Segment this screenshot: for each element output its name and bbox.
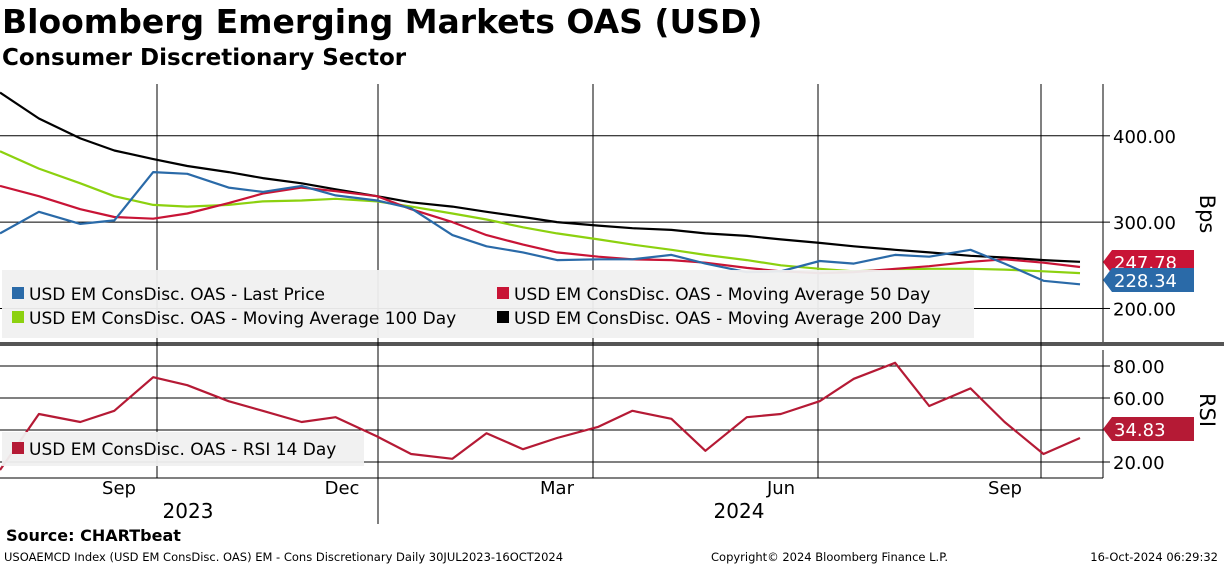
legend-swatch-last-price bbox=[12, 287, 24, 299]
footer-index-info: USOAEMCD Index (USD EM ConsDisc. OAS) EM… bbox=[4, 550, 564, 564]
upper-legend: USD EM ConsDisc. OAS - Last Price USD EM… bbox=[2, 270, 974, 338]
lower-y-axis-label: RSI bbox=[1195, 393, 1219, 427]
legend-swatch-ma50 bbox=[497, 287, 509, 299]
legend-swatch-ma200 bbox=[497, 311, 509, 323]
x-tick-label: Jun bbox=[766, 478, 795, 499]
upper-y-tick-label: 400.00 bbox=[1113, 127, 1176, 148]
legend-swatch-rsi bbox=[12, 442, 24, 454]
upper-series-line-0 bbox=[0, 171, 1081, 286]
lower-y-tick-label: 80.00 bbox=[1113, 357, 1165, 378]
tag-last-price-value: 228.34 bbox=[1114, 271, 1177, 292]
upper-series-line-3 bbox=[0, 91, 1081, 263]
upper-legend-background bbox=[2, 270, 974, 338]
lower-y-tick-label: 20.00 bbox=[1113, 453, 1165, 474]
year-label: 2023 bbox=[163, 499, 214, 523]
lower-y-tick-label: 60.00 bbox=[1113, 389, 1165, 410]
chart-title: Bloomberg Emerging Markets OAS (USD) bbox=[2, 2, 763, 41]
x-tick-label: Sep bbox=[102, 478, 136, 499]
legend-label-rsi: USD EM ConsDisc. OAS - RSI 14 Day bbox=[29, 440, 336, 460]
tag-last-price-shape bbox=[1103, 268, 1194, 292]
x-tick-label: Dec bbox=[325, 478, 360, 499]
source-note: Source: CHARTbeat bbox=[6, 526, 181, 545]
lower-legend: USD EM ConsDisc. OAS - RSI 14 Day bbox=[2, 432, 364, 466]
legend-swatch-ma100 bbox=[12, 311, 24, 323]
upper-series-line-1 bbox=[0, 184, 1081, 275]
legend-label-ma50: USD EM ConsDisc. OAS - Moving Average 50… bbox=[514, 285, 930, 305]
upper-y-tick-label: 200.00 bbox=[1113, 299, 1176, 320]
upper-y-tick-label: 300.00 bbox=[1113, 213, 1176, 234]
tag-rsi: 34.83 bbox=[1103, 417, 1194, 441]
legend-label-ma100: USD EM ConsDisc. OAS - Moving Average 10… bbox=[29, 309, 456, 329]
chart-subtitle: Consumer Discretionary Sector bbox=[2, 45, 407, 71]
lower-legend-background bbox=[2, 432, 364, 466]
upper-series-group bbox=[0, 91, 1081, 286]
x-tick-label: Mar bbox=[540, 478, 575, 499]
footer-timestamp: 16-Oct-2024 06:29:32 bbox=[1090, 550, 1218, 564]
lower-series-group bbox=[0, 361, 1081, 471]
legend-label-last-price: USD EM ConsDisc. OAS - Last Price bbox=[29, 285, 325, 305]
legend-label-ma200: USD EM ConsDisc. OAS - Moving Average 20… bbox=[514, 309, 941, 329]
footer-copyright: Copyright© 2024 Bloomberg Finance L.P. bbox=[711, 550, 948, 564]
tag-last-price: 228.34 bbox=[1103, 268, 1194, 292]
tag-rsi-value: 34.83 bbox=[1114, 420, 1166, 441]
lower-series-line-0 bbox=[0, 361, 1081, 471]
year-label: 2024 bbox=[714, 499, 765, 523]
upper-series-line-2 bbox=[0, 150, 1081, 275]
x-tick-label: Sep bbox=[988, 478, 1022, 499]
upper-y-axis-label: Bps bbox=[1195, 195, 1219, 234]
tag-rsi-shape bbox=[1103, 417, 1194, 441]
